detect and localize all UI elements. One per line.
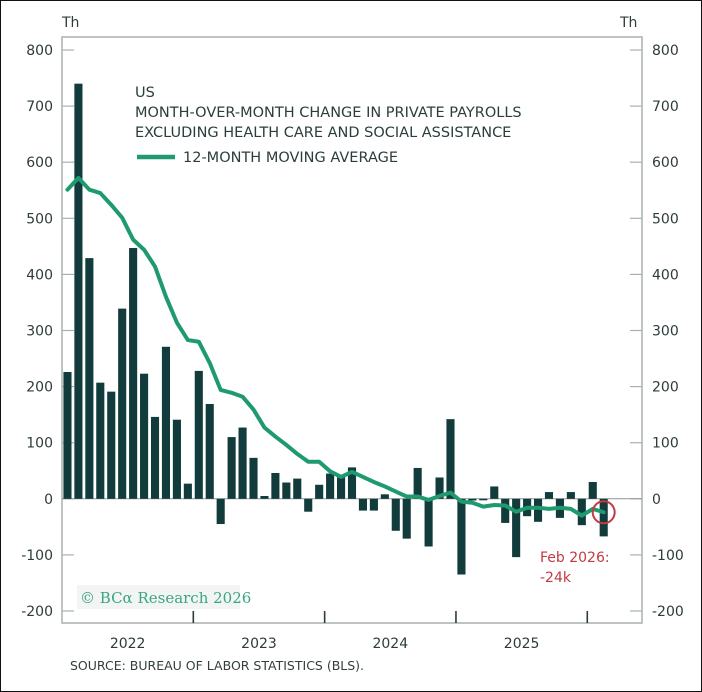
bar: [413, 467, 422, 499]
bar: [96, 382, 105, 499]
y-tick-label-left: 300: [26, 324, 53, 340]
y-axis-unit-left: Th: [61, 15, 79, 31]
plot-area: [61, 36, 643, 624]
y-tick-label-right: 300: [652, 324, 679, 340]
bar: [260, 496, 269, 499]
bar: [479, 498, 488, 501]
bar: [205, 403, 214, 499]
bar: [227, 437, 236, 499]
y-tick-label-left: 100: [26, 436, 53, 452]
y-tick-label-left: 0: [44, 492, 53, 508]
moving-average-line: [65, 175, 606, 518]
y-axis-unit-right: Th: [619, 15, 637, 31]
y-tick-label-left: 500: [26, 211, 53, 227]
bar: [238, 427, 247, 499]
bar: [271, 472, 280, 499]
bar: [282, 482, 291, 499]
bar: [326, 473, 335, 499]
bar: [533, 498, 543, 522]
bar: [161, 346, 171, 499]
watermark-text: © BCα Research 2026: [80, 589, 251, 607]
bar: [183, 483, 192, 499]
bar: [402, 498, 411, 539]
bar: [457, 498, 466, 575]
y-tick-label-right: -100: [652, 548, 684, 564]
bar: [369, 498, 378, 511]
bar: [216, 498, 225, 525]
bar: [544, 492, 554, 499]
bar: [249, 457, 258, 499]
x-tick-label: 2024: [372, 636, 408, 652]
chart-title: US MONTH-OVER-MONTH CHANGE IN PRIVATE PA…: [135, 85, 522, 141]
x-tick-label: 2025: [504, 636, 540, 652]
bar: [85, 258, 94, 499]
bar: [347, 467, 357, 499]
y-tick-label-right: 800: [652, 43, 679, 59]
bar: [337, 477, 346, 499]
y-tick-label-right: 400: [652, 267, 679, 283]
y-tick-label-left: 600: [26, 155, 53, 171]
y-tick-label-right: 500: [652, 211, 679, 227]
bar: [194, 370, 203, 499]
bar: [501, 498, 510, 523]
bar: [588, 481, 597, 499]
y-tick-label-right: 200: [652, 380, 679, 396]
bar: [577, 498, 586, 526]
y-axis-left: 800 700 600 500 400 300 200 100 0 -100 -200: [21, 43, 74, 620]
bar: [380, 494, 389, 499]
y-tick-label-left: 200: [26, 380, 53, 396]
bar: [129, 248, 138, 499]
annotation-circle: [591, 500, 616, 525]
watermark-background: [77, 585, 240, 609]
y-tick-label-right: -200: [652, 604, 684, 620]
y-tick-label-right: 600: [652, 155, 679, 171]
y-axis-right: 800 700 600 500 400 300 200 100 0 -100 -200: [630, 43, 684, 620]
bar: [599, 498, 608, 537]
x-tick-label: 2022: [110, 636, 146, 652]
legend-label-moving-average: 12-MONTH MOVING AVERAGE: [183, 150, 398, 166]
legend: 12-MONTH MOVING AVERAGE: [137, 150, 398, 166]
bar: [293, 478, 302, 499]
bar: [150, 416, 160, 499]
x-axis: 2022 2023 2024 2025: [110, 611, 589, 652]
source-note: SOURCE: BUREAU OF LABOR STATISTICS (BLS)…: [70, 658, 364, 673]
y-tick-label-left: 700: [26, 99, 53, 115]
bar: [468, 498, 477, 501]
bar: [490, 486, 499, 499]
bar: [63, 372, 72, 499]
bar: [424, 498, 433, 547]
y-tick-label-right: 100: [652, 436, 679, 452]
bar: [315, 484, 324, 499]
bar: [118, 308, 127, 499]
bar: [435, 477, 444, 499]
bar: [512, 498, 521, 558]
y-tick-label-left: -100: [21, 548, 53, 564]
title-line-3: EXCLUDING HEALTH CARE AND SOCIAL ASSISTA…: [135, 125, 511, 141]
bar: [304, 498, 313, 512]
y-tick-label-left: -200: [21, 604, 53, 620]
watermark: © BCα Research 2026: [77, 585, 251, 609]
y-tick-label-left: 400: [26, 267, 53, 283]
y-tick-label-right: 700: [652, 99, 679, 115]
title-line-2: MONTH-OVER-MONTH CHANGE IN PRIVATE PAYRO…: [135, 105, 522, 121]
bar: [358, 498, 367, 511]
y-tick-label-left: 800: [26, 43, 53, 59]
bar: [74, 83, 83, 499]
title-line-1: US: [135, 85, 155, 101]
annotation-text-line-1: Feb 2026:: [540, 550, 610, 566]
annotation-text-line-2: -24k: [540, 570, 572, 586]
bar: [566, 492, 575, 499]
bar: [140, 373, 149, 499]
x-tick-label: 2023: [241, 636, 277, 652]
bar: [172, 419, 181, 499]
bar: [446, 419, 455, 499]
annotation: Feb 2026: -24k: [540, 500, 616, 586]
bar: [391, 498, 400, 531]
y-tick-label-right: 0: [652, 492, 661, 508]
bar: [107, 391, 116, 499]
